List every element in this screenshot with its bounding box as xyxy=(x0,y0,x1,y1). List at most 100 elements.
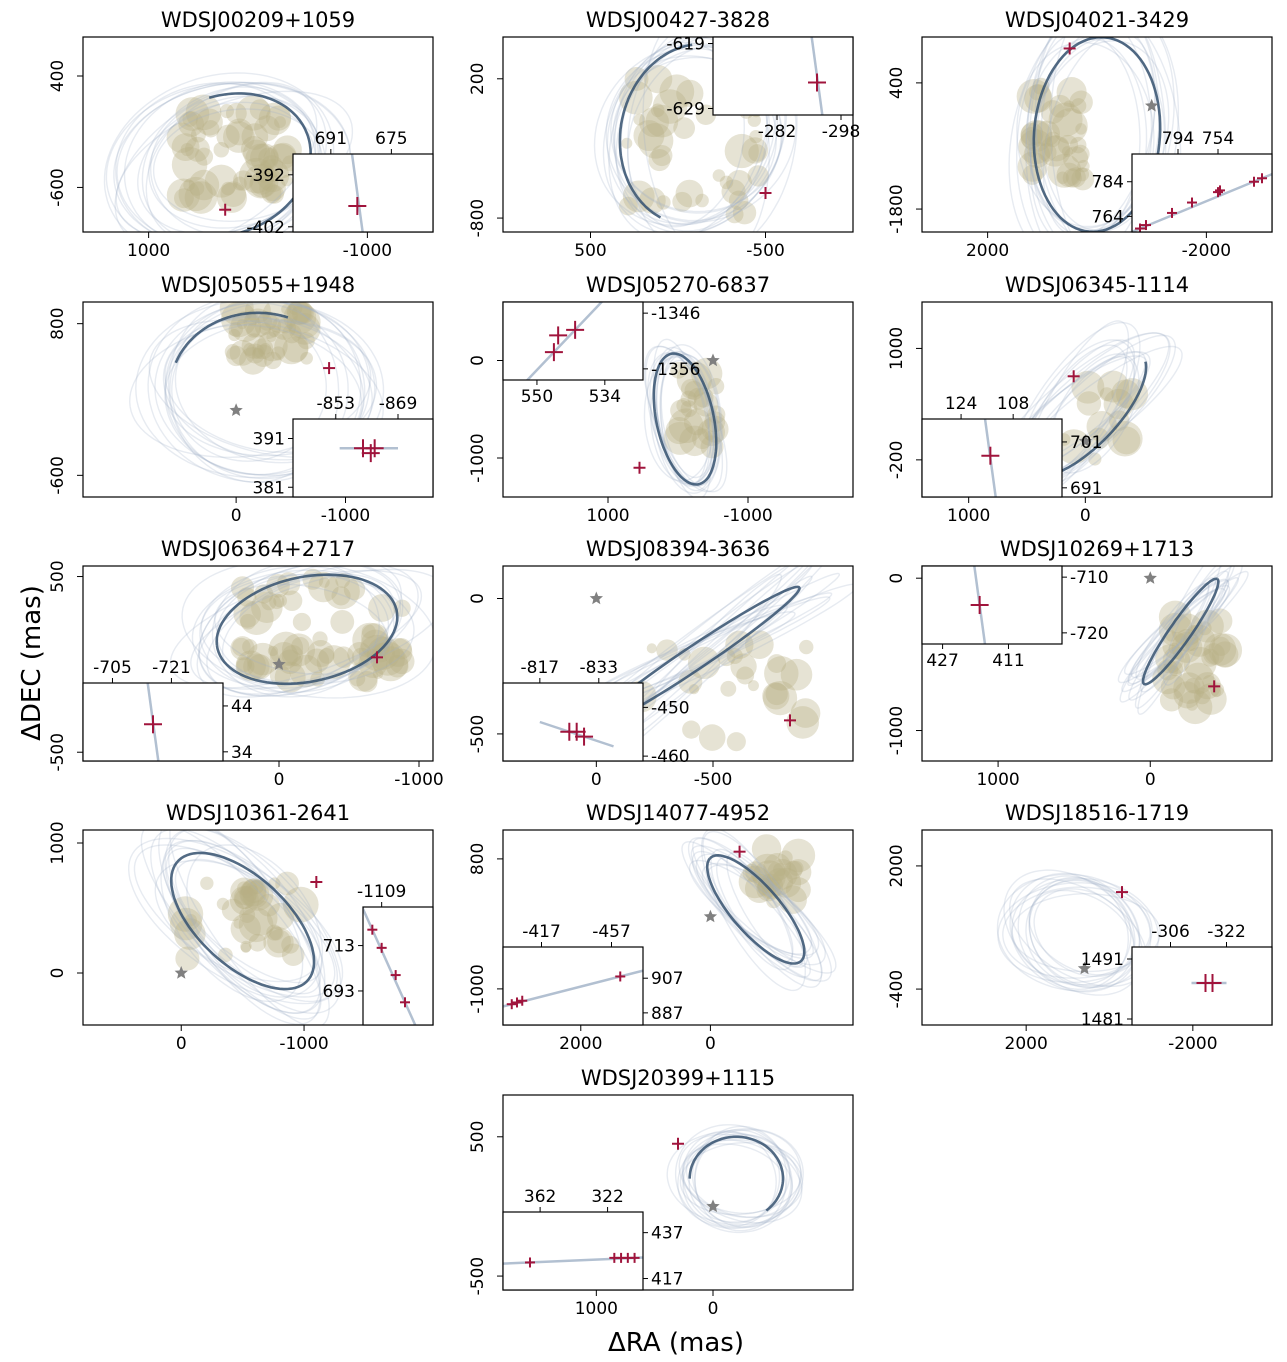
data-point xyxy=(665,417,693,445)
x-tick-label: -500 xyxy=(746,241,785,261)
data-point xyxy=(1071,144,1090,164)
data-point xyxy=(1071,370,1105,404)
inset-x-tick-label: -869 xyxy=(379,394,418,414)
inset-plot xyxy=(1132,172,1272,232)
data-point xyxy=(764,656,799,691)
data-point xyxy=(257,893,280,917)
data-point xyxy=(232,176,247,191)
data-point xyxy=(1062,168,1082,188)
data-point xyxy=(174,188,194,209)
data-point xyxy=(721,179,746,204)
data-point xyxy=(1111,379,1140,408)
data-point xyxy=(307,640,335,668)
inset-background xyxy=(503,302,643,380)
data-point xyxy=(1057,134,1079,156)
inset-x-tick-label: -705 xyxy=(93,658,132,678)
data-point xyxy=(748,144,766,162)
inset-x-tick-label: -282 xyxy=(758,122,797,142)
data-point xyxy=(619,80,653,115)
data-point xyxy=(189,181,205,196)
data-point xyxy=(254,115,280,142)
orbit-sample xyxy=(128,319,372,459)
panel-title: WDSJ20399+1115 xyxy=(581,1066,775,1090)
data-point xyxy=(679,425,710,457)
data-point xyxy=(1017,151,1048,182)
data-point xyxy=(678,669,703,694)
inset-x-tick-label: 124 xyxy=(945,394,977,414)
inset-y-tick-label: 691 xyxy=(1070,479,1102,499)
data-point xyxy=(238,907,274,943)
data-point xyxy=(695,193,709,208)
data-point xyxy=(1020,120,1053,152)
data-point xyxy=(621,137,633,149)
panel: WDSJ20399+1115 1000 0 500 -500 362 322 437 417 xyxy=(468,1066,854,1319)
data-point xyxy=(260,155,284,178)
orbit-sample xyxy=(181,566,433,699)
orbit-sample xyxy=(154,859,321,983)
inset-frame xyxy=(921,565,1063,645)
data-point xyxy=(1115,378,1149,411)
data-point xyxy=(281,590,303,611)
inset: -853 -869 391 381 xyxy=(253,394,434,498)
orbit-sample xyxy=(165,847,322,995)
data-point xyxy=(707,377,725,395)
data-point xyxy=(765,682,788,706)
y-tick-label: -1800 xyxy=(887,184,907,233)
data-point xyxy=(243,343,257,356)
orbit-sample xyxy=(167,302,340,483)
figure-ylabel: ΔDEC (mas) xyxy=(17,585,47,741)
inset-frame xyxy=(292,153,434,233)
panel-title: WDSJ10361-2641 xyxy=(166,801,350,825)
inset-plot xyxy=(525,302,604,380)
axes-frame xyxy=(502,301,854,498)
data-point xyxy=(644,65,673,94)
data-point xyxy=(1034,120,1060,147)
panel: WDSJ00209+1059 1000 -1000 400 -600 691 675 -392… xyxy=(48,8,434,261)
x-tick-label: -1000 xyxy=(394,770,443,790)
data-point xyxy=(1201,648,1220,667)
data-point xyxy=(264,351,282,370)
data-point xyxy=(241,878,267,903)
inset-x-tick-label: 322 xyxy=(591,1187,623,1207)
x-tick-label: 1000 xyxy=(976,770,1019,790)
panel: WDSJ00427-3828 500 -500 200 -800 -282 -298 -619… xyxy=(468,8,860,261)
inset-y-tick-label: 391 xyxy=(253,430,285,450)
data-point xyxy=(343,578,366,601)
data-point xyxy=(291,636,310,655)
inset-orbit xyxy=(363,907,417,1025)
orbit-sample xyxy=(164,830,326,1014)
data-point xyxy=(240,879,267,907)
data-point xyxy=(180,142,194,157)
data-point xyxy=(266,924,283,941)
best-orbit xyxy=(208,92,312,232)
plot-area xyxy=(681,830,837,992)
data-point xyxy=(1207,608,1233,634)
data-point xyxy=(233,918,244,929)
panel: WDSJ14077-4952 2000 0 800 -1000 -417 -457 907 88… xyxy=(468,801,854,1054)
orbit-sample xyxy=(1040,38,1148,231)
data-point xyxy=(267,645,279,657)
y-tick-label: 2000 xyxy=(887,844,907,887)
y-tick-label: 0 xyxy=(48,968,68,979)
plot-area xyxy=(633,338,729,497)
data-point xyxy=(639,107,669,138)
panel-title: WDSJ10269+1713 xyxy=(1000,537,1194,561)
data-point xyxy=(766,858,798,890)
data-point xyxy=(726,732,746,752)
data-point xyxy=(271,315,296,340)
orbit-sample xyxy=(190,568,433,690)
data-point xyxy=(283,302,317,334)
data-point xyxy=(633,120,665,152)
data-point xyxy=(1162,632,1190,660)
orbit-sample xyxy=(211,566,380,698)
data-point xyxy=(316,645,351,679)
data-point xyxy=(762,681,798,716)
inset-x-tick-label: 550 xyxy=(521,387,553,407)
data-point xyxy=(690,357,723,390)
x-tick-label: -1000 xyxy=(321,506,370,526)
best-orbit xyxy=(215,573,399,686)
x-tick-label: -500 xyxy=(694,770,733,790)
orbit-sample xyxy=(162,316,373,461)
data-point xyxy=(185,136,210,162)
y-tick-label: -800 xyxy=(468,199,488,238)
